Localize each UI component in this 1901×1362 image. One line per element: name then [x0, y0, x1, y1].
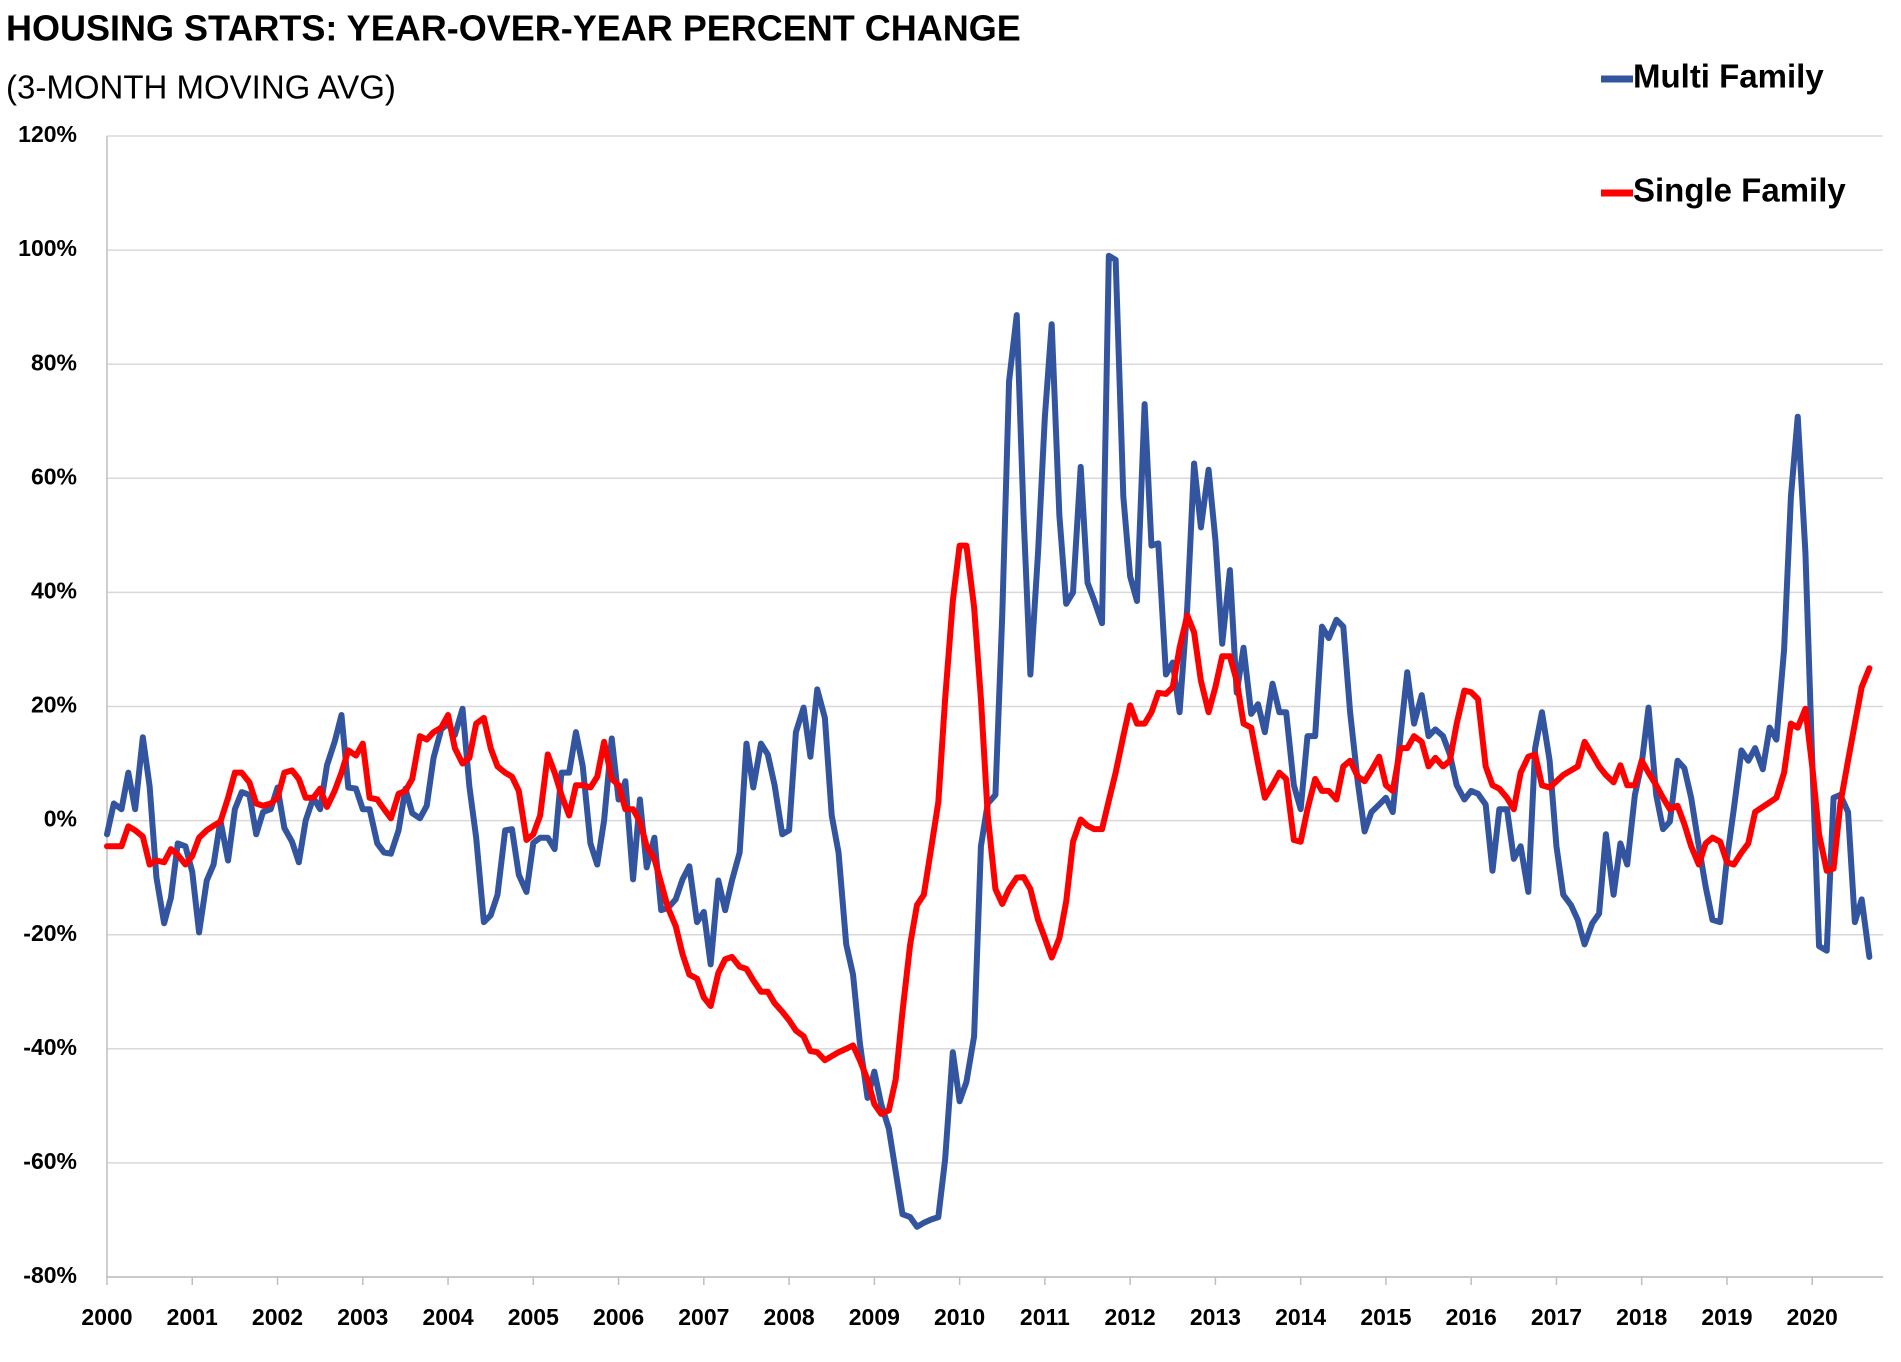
y-tick-label: -40%: [23, 1034, 77, 1060]
x-tick-label: 2007: [678, 1304, 729, 1330]
x-tick-label: 2002: [252, 1304, 303, 1330]
y-tick-label: 20%: [31, 692, 77, 718]
x-tick-label: 2010: [934, 1304, 985, 1330]
x-tick-label: 2018: [1616, 1304, 1667, 1330]
y-tick-label: 100%: [18, 235, 77, 261]
legend-label: Multi Family: [1633, 58, 1824, 95]
x-tick-label: 2015: [1360, 1304, 1411, 1330]
x-tick-label: 2016: [1446, 1304, 1497, 1330]
x-tick-label: 2005: [508, 1304, 559, 1330]
x-tick-label: 2006: [593, 1304, 644, 1330]
y-tick-label: -80%: [23, 1262, 77, 1288]
x-tick-label: 2000: [81, 1304, 132, 1330]
x-tick-label: 2014: [1275, 1304, 1326, 1330]
series-line: [104, 542, 1873, 1117]
x-tick-label: 2011: [1020, 1304, 1070, 1330]
x-tick-label: 2020: [1787, 1304, 1838, 1330]
chart-title: HOUSING STARTS: YEAR-OVER-YEAR PERCENT C…: [6, 8, 1021, 49]
x-tick-label: 2012: [1105, 1304, 1156, 1330]
legend-label: Single Family: [1633, 172, 1846, 209]
x-tick-label: 2009: [849, 1304, 900, 1330]
x-tick-label: 2019: [1701, 1304, 1752, 1330]
x-tick-label: 2004: [422, 1304, 473, 1330]
y-tick-label: 120%: [18, 121, 77, 147]
x-tick-label: 2001: [167, 1304, 218, 1330]
y-tick-label: 60%: [31, 463, 77, 489]
y-tick-label: 40%: [31, 577, 77, 603]
chart-subtitle: (3-MONTH MOVING AVG): [6, 69, 396, 106]
series-line: [104, 252, 1873, 1230]
x-tick-label: 2003: [337, 1304, 388, 1330]
x-tick-label: 2008: [764, 1304, 815, 1330]
y-tick-label: 0%: [44, 806, 77, 832]
x-tick-label: 2017: [1531, 1304, 1582, 1330]
y-tick-label: -20%: [23, 920, 77, 946]
y-tick-label: -60%: [23, 1148, 77, 1174]
x-tick-label: 2013: [1190, 1304, 1241, 1330]
y-tick-label: 80%: [31, 349, 77, 375]
